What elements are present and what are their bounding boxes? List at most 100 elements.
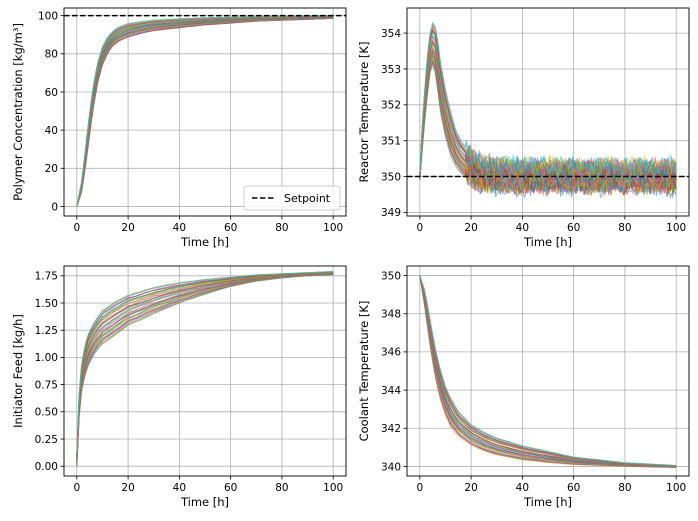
x-tick-label: 0 [73,222,80,234]
trajectory-line [76,15,334,207]
x-tick-label: 40 [516,222,529,234]
trajectory-line [76,272,334,460]
trajectory-line [76,16,334,207]
trajectories [419,275,677,468]
x-tick-label: 60 [567,482,580,494]
trajectory-line [76,16,334,207]
y-tick-label: 1.50 [35,298,58,310]
y-tick-label: 0.25 [35,434,58,446]
trajectory-line [419,275,677,467]
trajectory-line [76,17,334,207]
trajectory-line [76,16,334,207]
chart-coolant-temperature: 0 20 40 60 80 100 340 342 344 346 348 350 Time [h] Co… [357,265,690,509]
trajectory-line [76,16,334,207]
y-tick-label: 60 [45,87,58,99]
trajectory-line [76,271,334,456]
trajectory-line [76,17,334,207]
trajectory-line [76,17,334,207]
y-tick-label: 352 [381,100,401,112]
trajectory-line [419,275,677,468]
x-tick-label: 20 [464,222,477,234]
trajectory-line [419,275,677,468]
chart-polymer-concentration: 0 20 40 60 80 100 0 20 40 60 80 100 Time [h] Polymer … [11,7,347,249]
trajectory-line [419,275,677,467]
y-tick-label: 350 [381,270,401,282]
trajectory-line [419,275,677,467]
trajectory-line [76,16,334,207]
trajectory-line [419,275,677,467]
x-tick-label: 40 [516,482,529,494]
trajectory-line [419,22,677,178]
trajectory-line [419,275,677,467]
trajectory-line [419,275,677,467]
y-tick-label: 40 [45,125,58,137]
trajectory-line [76,15,334,207]
trajectories [76,14,334,207]
axes-frame [63,265,347,477]
trajectory-line [419,275,677,468]
trajectory-line [76,271,334,455]
trajectory-line [419,275,677,467]
trajectory-line [76,271,334,457]
trajectory-line [76,272,334,460]
trajectory-line [76,272,334,459]
y-tick-label: 1.75 [35,271,58,283]
trajectory-line [76,17,334,207]
x-axis-label: Time [h] [180,495,229,509]
x-axis-label: Time [h] [523,495,572,509]
trajectory-line [419,275,677,467]
trajectory-line [419,275,677,468]
trajectory-line [419,275,677,467]
trajectory-line [76,271,334,458]
chart-reactor-temperature: 0 20 40 60 80 100 349 350 351 352 353 354 Time [h] Re… [357,7,690,249]
x-tick-label: 40 [173,482,186,494]
trajectory-line [76,272,334,459]
trajectory-line [76,271,334,457]
y-tick-label: 344 [381,385,401,397]
x-tick-label: 100 [666,482,686,494]
trajectories [419,21,677,199]
legend: Setpoint [243,185,341,211]
trajectory-line [419,275,677,467]
trajectory-line [419,275,677,468]
trajectory-line [419,275,677,467]
y-tick-label: 0 [51,201,58,213]
trajectory-line [76,16,334,207]
y-tick-label: 80 [45,49,58,61]
trajectory-line [419,275,677,467]
trajectory-line [419,275,677,468]
trajectory-line [76,17,334,207]
trajectory-line [419,275,677,468]
y-axis-label: Polymer Concentration [kg/m³] [11,23,25,201]
trajectory-line [419,275,677,467]
trajectory-line [419,275,677,468]
trajectory-line [419,275,677,468]
x-tick-label: 20 [464,482,477,494]
axes-frame [406,265,690,477]
x-axis-label: Time [h] [180,235,229,249]
x-tick-label: 60 [567,222,580,234]
trajectory-line [76,17,334,207]
trajectory-line [76,17,334,207]
y-tick-label: 1.00 [35,352,58,364]
x-tick-label: 100 [666,222,686,234]
x-tick-label: 100 [323,222,343,234]
y-tick-label: 0.50 [35,407,58,419]
trajectory-line [76,16,334,207]
trajectory-line [76,271,334,457]
trajectory-line [76,271,334,458]
trajectory-line [76,15,334,207]
legend-setpoint-label: Setpoint [284,192,331,205]
x-tick-label: 0 [416,222,423,234]
trajectory-line [76,17,334,207]
x-tick-label: 80 [618,222,631,234]
trajectory-line [76,15,334,207]
legend-box [243,185,341,211]
trajectory-line [76,271,334,456]
trajectory-line [76,16,334,207]
y-tick-label: 354 [381,28,401,40]
trajectory-line [76,271,334,454]
trajectories [76,270,334,467]
trajectory-line [419,275,677,467]
y-tick-label: 351 [381,135,401,147]
